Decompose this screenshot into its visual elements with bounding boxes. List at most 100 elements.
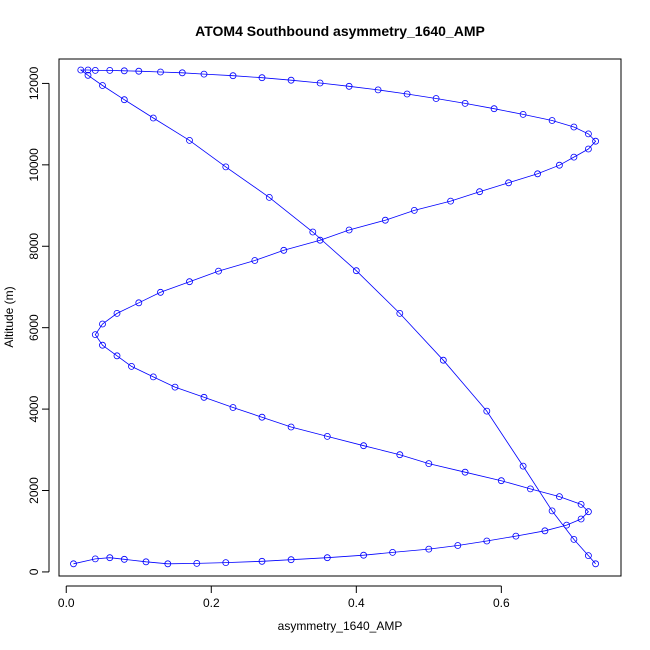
x-tick-label: 0.2 bbox=[203, 596, 220, 610]
series-line bbox=[73, 69, 597, 565]
data-point bbox=[157, 288, 164, 296]
data-point bbox=[410, 206, 418, 214]
data-point bbox=[316, 236, 324, 244]
data-point bbox=[396, 451, 404, 459]
data-point bbox=[585, 552, 592, 559]
data-point bbox=[135, 67, 143, 75]
x-tick-label: 0.0 bbox=[58, 596, 75, 610]
data-point bbox=[425, 545, 433, 553]
data-point bbox=[563, 521, 570, 529]
data-point bbox=[200, 393, 208, 401]
data-point bbox=[389, 549, 397, 556]
data-point bbox=[425, 460, 433, 468]
data-point bbox=[548, 117, 556, 124]
data-point bbox=[352, 267, 360, 275]
data-point bbox=[461, 100, 469, 107]
data-point bbox=[178, 69, 186, 77]
y-tick-label: 2000 bbox=[27, 477, 41, 504]
y-tick-label: 4000 bbox=[27, 395, 41, 422]
data-point bbox=[323, 554, 331, 562]
chart-title: ATOM4 Southbound asymmetry_1640_AMP bbox=[195, 23, 485, 39]
data-point bbox=[345, 226, 353, 234]
data-point bbox=[113, 309, 121, 317]
data-point bbox=[403, 90, 411, 98]
data-point bbox=[149, 114, 157, 122]
plot-area bbox=[70, 66, 599, 568]
data-point bbox=[229, 72, 237, 80]
data-point bbox=[149, 373, 157, 381]
data-point bbox=[91, 331, 99, 339]
data-point bbox=[222, 559, 230, 566]
data-point bbox=[548, 507, 556, 515]
data-point bbox=[585, 145, 592, 153]
data-point bbox=[505, 179, 513, 187]
data-point bbox=[120, 96, 128, 104]
data-point bbox=[135, 299, 143, 307]
data-point bbox=[360, 551, 368, 559]
data-point bbox=[497, 477, 505, 485]
data-point bbox=[120, 555, 128, 563]
data-point bbox=[316, 79, 324, 87]
data-point bbox=[186, 278, 193, 286]
data-point bbox=[374, 86, 382, 94]
data-point bbox=[77, 66, 85, 74]
data-point bbox=[171, 383, 179, 391]
y-tick-label: 6000 bbox=[27, 314, 41, 341]
data-point bbox=[287, 76, 295, 84]
data-point bbox=[91, 67, 99, 74]
data-point bbox=[251, 257, 259, 264]
data-point bbox=[258, 413, 266, 421]
data-point bbox=[519, 462, 527, 470]
data-point bbox=[476, 188, 484, 196]
data-point bbox=[258, 74, 266, 82]
data-point bbox=[222, 163, 230, 171]
data-point bbox=[570, 123, 578, 131]
data-point bbox=[483, 537, 491, 545]
data-point bbox=[512, 532, 520, 540]
data-point bbox=[585, 130, 592, 138]
data-point bbox=[128, 362, 135, 370]
x-axis-label: asymmetry_1640_AMP bbox=[278, 619, 403, 633]
data-point bbox=[265, 193, 273, 201]
data-point bbox=[142, 558, 150, 566]
data-point bbox=[113, 352, 121, 360]
data-point bbox=[556, 161, 563, 169]
y-tick-label: 10000 bbox=[27, 148, 41, 182]
data-point bbox=[99, 341, 106, 349]
plot-frame bbox=[58, 58, 622, 577]
data-point bbox=[193, 560, 201, 567]
data-point bbox=[106, 67, 114, 74]
data-point bbox=[309, 228, 317, 236]
data-point bbox=[592, 137, 599, 145]
data-point bbox=[396, 309, 404, 317]
y-tick-label: 12000 bbox=[27, 66, 41, 100]
data-point bbox=[345, 82, 353, 90]
data-point bbox=[106, 554, 114, 562]
data-point bbox=[454, 542, 462, 549]
data-point bbox=[287, 423, 295, 431]
data-point bbox=[519, 111, 527, 118]
data-point bbox=[461, 468, 469, 476]
data-point bbox=[381, 216, 389, 224]
data-point bbox=[483, 407, 491, 415]
y-tick-label: 0 bbox=[27, 568, 41, 575]
y-axis-label: Altitude (m) bbox=[2, 286, 16, 347]
data-point bbox=[323, 432, 331, 440]
x-axis: 0.0 0.2 0.4 0.6 bbox=[58, 585, 510, 610]
data-point bbox=[360, 442, 368, 450]
data-point bbox=[490, 105, 498, 113]
data-point bbox=[577, 500, 585, 508]
x-tick-label: 0.4 bbox=[348, 596, 365, 610]
data-point bbox=[186, 136, 193, 144]
data-point bbox=[585, 508, 592, 516]
data-point bbox=[84, 71, 92, 79]
data-point bbox=[570, 536, 578, 543]
data-point bbox=[287, 556, 295, 564]
data-point bbox=[99, 320, 106, 328]
data-point bbox=[570, 153, 578, 161]
data-point bbox=[157, 68, 164, 76]
data-point bbox=[447, 197, 455, 205]
data-point bbox=[280, 246, 288, 254]
data-point bbox=[120, 67, 128, 75]
